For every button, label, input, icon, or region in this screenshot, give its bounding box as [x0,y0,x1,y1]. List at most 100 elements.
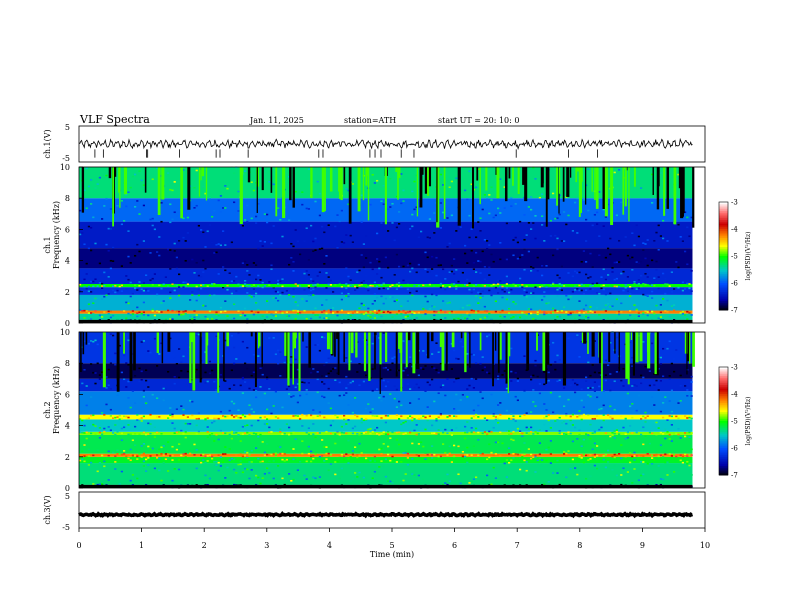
spectral-speckle [490,199,493,201]
spectral-speckle [477,431,480,434]
spectral-speckle [486,434,489,437]
sferic-streak [680,167,684,219]
spectral-speckle [589,252,592,255]
spectral-speckle [230,335,233,337]
spectral-speckle [312,368,315,370]
colorbar-segment [719,464,728,467]
spectral-speckle [549,391,552,394]
spectral-speckle [127,191,130,194]
spectral-speckle [424,428,427,431]
spectral-speckle [334,473,337,476]
spectral-speckle [508,430,511,432]
spectral-speckle [512,430,515,433]
spectral-speckle [338,394,341,397]
spectral-speckle [233,384,236,386]
spectral-speckle [442,431,445,434]
spectral-speckle [686,462,689,465]
spectral-speckle [380,222,383,224]
spectral-speckle [679,459,682,462]
spectral-speckle [252,295,255,298]
spectral-speckle [105,376,108,378]
spectral-speckle [200,275,203,278]
spectral-speckle [395,283,398,286]
spectral-speckle [244,467,247,470]
spectral-speckle [670,305,673,307]
spectral-speckle [354,414,357,416]
spectral-speckle [323,396,326,399]
spectral-speckle [160,479,163,482]
spectral-speckle [85,207,88,210]
spectral-speckle [296,383,299,385]
spectral-speckle [211,241,214,244]
spectral-speckle [184,422,187,425]
spectral-speckle [613,437,616,439]
spectral-speckle [547,419,550,422]
spectral-speckle [466,421,469,423]
spectral-speckle [571,379,574,381]
spectral-speckle [314,477,317,480]
spectral-speckle [609,253,612,256]
spectral-speckle [211,369,214,372]
spectral-speckle [332,395,335,397]
spectral-speckle [362,419,365,422]
spectral-speckle [448,415,451,417]
spectral-speckle [321,281,324,283]
spectral-speckle [596,307,599,309]
spectral-speckle [376,388,379,390]
spectral-speckle [336,247,339,249]
spectral-speckle [373,300,376,302]
spectral-speckle [417,386,420,389]
spectral-speckle [244,260,247,263]
spectral-speckle [151,217,154,220]
spectral-speckle [266,378,269,380]
spectral-speckle [343,458,346,461]
spectral-speckle [87,417,90,420]
spectral-speckle [433,314,436,317]
spectral-speckle [490,393,493,396]
sferic-streak [566,167,570,197]
spectral-speckle [266,443,269,445]
spectral-speckle [569,312,572,314]
spectral-speckle [79,309,82,311]
spectral-speckle [384,256,387,259]
spectral-speckle [609,292,612,295]
spectral-speckle [351,478,354,480]
spectral-speckle [510,438,513,441]
spectral-speckle [327,316,330,319]
spectral-speckle [79,233,82,236]
spectral-speckle [149,218,152,221]
spectral-speckle [567,337,570,340]
colorbar-segment [719,284,728,288]
sferic-streak [562,167,565,202]
spectral-speckle [233,172,236,175]
spectral-speckle [587,307,590,309]
spectral-speckle [325,317,328,319]
spectral-speckle [483,310,486,312]
spectral-speckle [125,386,128,388]
spectral-speckle [556,419,559,421]
spectral-speckle [340,450,343,453]
spectral-speckle [296,368,299,371]
spectral-speckle [125,288,128,290]
spectral-speckle [189,315,192,318]
spectral-speckle [589,475,592,478]
spectral-speckle [690,375,693,378]
spectral-speckle [611,417,614,420]
spectral-speckle [334,284,337,286]
spectral-speckle [259,482,262,485]
spectral-speckle [129,295,132,298]
spectral-speckle [516,241,519,244]
spectral-speckle [266,213,269,216]
spectral-speckle [222,432,225,434]
spectral-speckle [114,455,117,457]
spectral-speckle [184,312,187,315]
spectral-speckle [222,310,225,313]
spectral-speckle [653,458,656,461]
spectral-speckle [116,204,119,207]
spectral-speckle [615,318,618,321]
spectral-speckle [666,283,669,286]
spectral-speckle [182,281,185,284]
spectral-speckle [673,370,676,373]
spectral-speckle [626,392,629,395]
spectral-speckle [620,474,623,476]
